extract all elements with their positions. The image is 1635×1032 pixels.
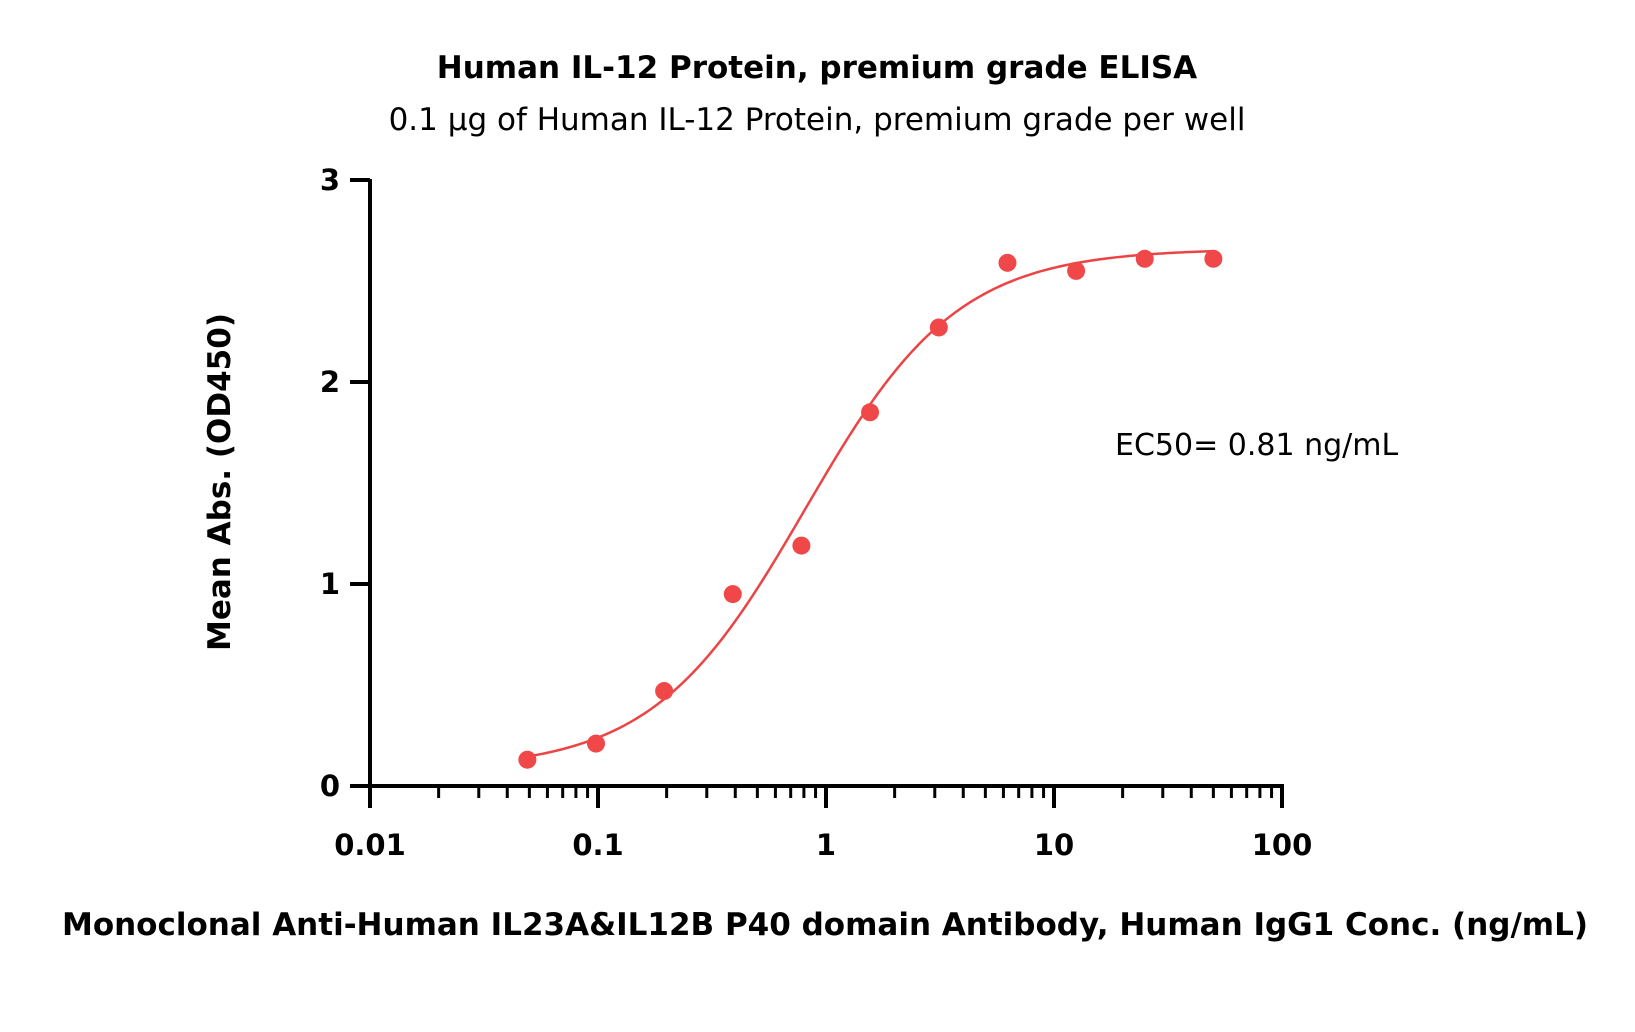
y-tick-label: 1 [320,567,340,601]
y-tick-label: 3 [320,163,340,197]
data-point [1067,261,1086,280]
x-tick-label: 10 [1034,828,1074,862]
x-tick-label: 1 [816,828,836,862]
axes [368,179,1284,788]
fit-curve [527,249,1214,758]
x-tick-label: 0.01 [334,828,406,862]
data-point [998,253,1017,272]
ec50-annotation: EC50= 0.81 ng/mL [1115,428,1398,463]
data-point [655,682,674,701]
x-axis-ticks: 0.01 0.1 1 10 100 [334,786,1312,862]
data-points [518,249,1223,769]
data-point [518,750,537,769]
y-axis-label: Mean Abs. (OD450) [202,313,238,651]
x-tick-label: 100 [1252,828,1313,862]
x-axis-label: Monoclonal Anti-Human IL23A&IL12B P40 do… [62,907,1588,943]
y-axis-ticks: 0 1 2 3 [320,163,370,803]
chart-subtitle: 0.1 µg of Human IL-12 Protein, premium g… [389,102,1246,138]
data-point [792,536,811,555]
data-point [929,318,948,337]
data-point [861,403,880,422]
data-point [1204,249,1223,268]
data-point [723,585,742,604]
chart-title: Human IL-12 Protein, premium grade ELISA [437,50,1197,86]
y-tick-label: 0 [320,769,340,803]
data-point [586,734,605,753]
x-tick-label: 0.1 [572,828,623,862]
data-point [1135,249,1154,268]
y-tick-label: 2 [320,365,340,399]
